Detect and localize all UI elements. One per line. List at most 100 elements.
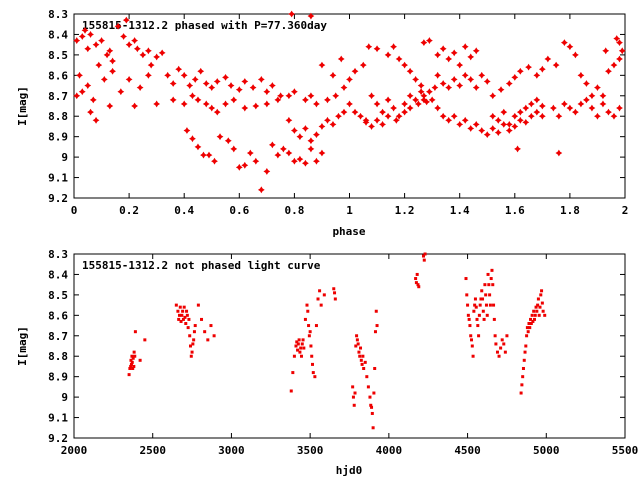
data-point — [467, 125, 475, 132]
data-point — [535, 309, 539, 313]
data-point — [296, 342, 300, 346]
data-point — [299, 354, 303, 358]
data-point — [577, 71, 585, 79]
data-point — [106, 102, 114, 110]
data-point — [274, 96, 282, 104]
data-point — [536, 303, 540, 307]
data-point — [230, 96, 238, 104]
data-point — [369, 403, 373, 407]
data-point — [209, 324, 213, 328]
data-point — [318, 149, 326, 157]
data-point — [129, 358, 133, 362]
x-tick-label: 3000 — [218, 444, 245, 457]
data-point — [186, 82, 194, 89]
data-point — [523, 350, 527, 354]
data-point — [285, 92, 293, 100]
data-point — [87, 108, 94, 116]
data-point — [120, 33, 127, 40]
data-point — [212, 334, 216, 338]
data-point — [390, 43, 397, 51]
data-point — [357, 350, 361, 354]
data-point — [492, 303, 496, 307]
data-point — [191, 342, 195, 346]
data-point — [497, 354, 501, 358]
x-axis-label: hjd0 — [336, 464, 363, 477]
y-tick-label: 8.8 — [48, 350, 68, 363]
data-point — [180, 313, 184, 317]
data-point — [527, 322, 531, 326]
data-point — [92, 41, 100, 49]
data-point — [216, 133, 224, 141]
data-point — [177, 313, 181, 317]
data-point — [521, 366, 525, 370]
data-point — [371, 426, 375, 430]
data-point — [368, 395, 372, 399]
x-tick-label: 5000 — [533, 444, 560, 457]
data-point — [616, 104, 623, 112]
data-point — [129, 362, 133, 366]
x-axis-label: phase — [332, 225, 365, 238]
data-point — [106, 47, 114, 55]
data-point — [538, 305, 542, 309]
data-point — [474, 305, 478, 309]
data-point — [241, 104, 249, 112]
data-point — [117, 88, 125, 96]
data-point — [475, 317, 479, 321]
data-point — [450, 112, 458, 120]
data-point — [319, 303, 323, 307]
data-point — [464, 277, 468, 281]
data-point — [527, 100, 535, 108]
data-point — [329, 71, 337, 79]
x-tick-label: 4000 — [376, 444, 403, 457]
data-point — [536, 297, 540, 301]
data-point — [414, 281, 418, 285]
data-point — [416, 283, 420, 287]
data-point — [241, 161, 249, 169]
data-point — [147, 61, 155, 69]
data-point — [313, 131, 320, 139]
data-point — [357, 112, 364, 120]
axis-ticks: 0 0.2 0.4 0.6 0.8 1 1.2 1.4 1.6 1.8 2 8.3 8.4 8.5 8.6 8… — [48, 8, 628, 217]
data-point — [297, 338, 301, 342]
data-point — [445, 116, 453, 124]
data-point — [181, 317, 185, 321]
data-point — [471, 354, 475, 358]
data-point — [313, 157, 320, 165]
data-point — [183, 127, 191, 134]
data-point — [200, 151, 207, 159]
data-point — [445, 55, 453, 63]
data-point — [525, 326, 529, 330]
data-point — [468, 324, 472, 328]
data-point — [588, 104, 596, 112]
data-point — [488, 293, 492, 297]
y-tick-label: 8.3 — [48, 248, 68, 261]
data-point — [192, 338, 196, 342]
data-point — [478, 303, 482, 307]
data-point — [299, 346, 303, 350]
data-point — [127, 373, 131, 377]
data-point — [132, 350, 136, 354]
data-point — [478, 127, 486, 134]
data-point — [314, 324, 318, 328]
data-point — [456, 121, 464, 128]
data-point — [560, 100, 568, 108]
x-tick-label: 2000 — [61, 444, 88, 457]
data-point — [428, 96, 436, 104]
data-point — [415, 272, 419, 276]
data-point — [373, 116, 381, 124]
data-point — [307, 137, 315, 145]
data-point — [503, 350, 507, 354]
data-point — [180, 71, 188, 79]
data-point — [138, 358, 142, 362]
x-tick-label: 0.8 — [284, 204, 304, 217]
data-point — [181, 309, 185, 313]
data-point — [365, 375, 369, 379]
data-point — [417, 285, 421, 289]
data-point — [373, 366, 377, 370]
x-tick-label: 0.6 — [229, 204, 249, 217]
data-point — [406, 92, 414, 100]
data-point — [522, 358, 526, 362]
data-point — [296, 155, 304, 163]
data-point — [128, 366, 132, 370]
data-point — [483, 131, 491, 139]
